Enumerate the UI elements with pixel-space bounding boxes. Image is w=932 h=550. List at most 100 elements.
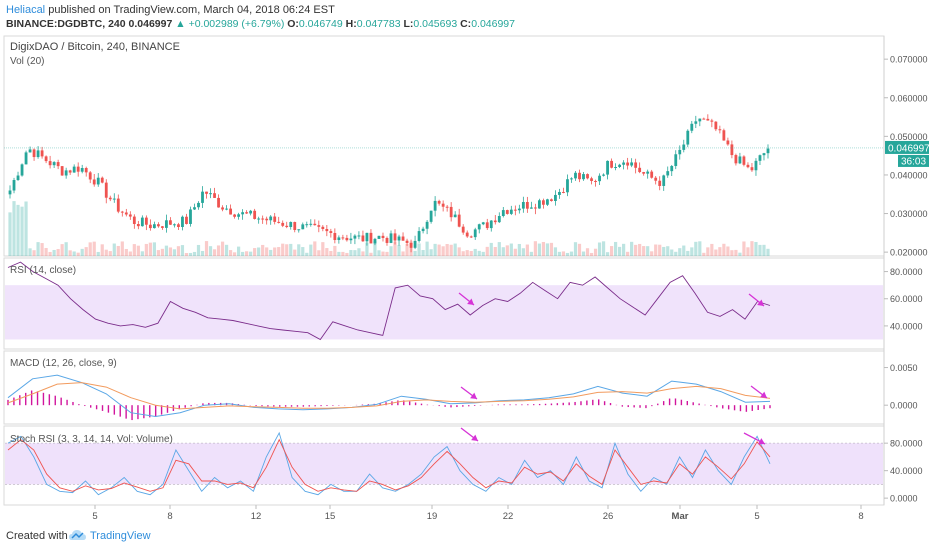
- volume-bar-74: [305, 252, 309, 256]
- candle-body-178: [722, 130, 726, 141]
- volume-bar-29: [124, 248, 128, 256]
- candle-body-129: [525, 201, 529, 209]
- candle-body-151: [614, 166, 617, 168]
- stoch-tick-label-1: 40.0000: [890, 466, 923, 476]
- tradingview-link[interactable]: TradingView: [90, 530, 151, 542]
- volume-bar-18: [80, 248, 84, 256]
- stoch-k-line: [7, 431, 771, 496]
- volume-bar-129: [525, 244, 529, 256]
- candle-body-147: [598, 175, 601, 182]
- candle-body-6: [32, 149, 36, 158]
- candle-body-32: [136, 224, 140, 227]
- candle-body-64: [265, 218, 269, 221]
- volume-bar-181: [734, 249, 738, 256]
- candle-body-108: [441, 203, 445, 207]
- candle-body-31: [132, 216, 136, 225]
- volume-bar-89: [365, 242, 369, 256]
- volume-bar-41: [172, 249, 177, 256]
- candle-body-55: [229, 208, 232, 215]
- candle-body-166: [674, 154, 678, 167]
- volume-bar-64: [265, 247, 269, 256]
- volume-bar-53: [220, 241, 225, 256]
- volume-bar-122: [497, 242, 501, 256]
- price-axis: 0.070000 0.060000 0.050000 0.040000 0.030000…: [5, 55, 928, 504]
- volume-bar-69: [285, 244, 289, 256]
- candle-body-11: [52, 162, 56, 166]
- volume-bar-171: [694, 241, 698, 256]
- candle-body-130: [529, 207, 533, 209]
- volume-bar-114: [465, 250, 469, 256]
- candle-body-69: [285, 225, 289, 228]
- candle-body-123: [501, 210, 505, 216]
- volume-bar-62: [257, 247, 261, 256]
- candle-body-171: [694, 121, 698, 124]
- candle-body-65: [269, 216, 273, 221]
- candle-body-80: [329, 231, 333, 233]
- volume-bar-152: [618, 246, 622, 256]
- volume-bar-182: [738, 252, 742, 256]
- candle-body-19: [84, 167, 88, 173]
- volume-bar-162: [658, 244, 662, 256]
- candle-body-124: [505, 210, 509, 214]
- candle-body-20: [88, 172, 92, 180]
- author-link[interactable]: Heliacal: [6, 4, 46, 16]
- candle-body-51: [213, 193, 216, 198]
- candle-body-177: [718, 129, 722, 131]
- candle-body-157: [638, 167, 642, 173]
- volume-bar-161: [654, 244, 658, 256]
- volume-bar-9: [44, 247, 48, 256]
- candle-body-120: [489, 220, 493, 229]
- candle-body-41: [173, 224, 176, 226]
- candle-body-155: [630, 162, 634, 166]
- volume-bar-175: [710, 243, 714, 256]
- candle-body-21: [92, 179, 96, 185]
- candle-body-135: [550, 199, 553, 201]
- volume-bar-40: [168, 247, 173, 256]
- volume-bar-183: [742, 241, 746, 256]
- candle-body-90: [369, 232, 373, 244]
- stoch-d-line: [7, 438, 771, 492]
- volume-bar-75: [309, 244, 313, 256]
- volume-bar-134: [545, 243, 550, 256]
- candle-body-24: [104, 182, 108, 198]
- volume-bar-42: [176, 246, 181, 256]
- price-value: 0.046997: [128, 18, 173, 30]
- volume-bar-55: [228, 250, 233, 256]
- volume-bar-28: [120, 241, 124, 256]
- candle-body-153: [622, 162, 626, 165]
- close-value: 0.046997: [471, 18, 515, 30]
- volume-bar-137: [557, 251, 562, 256]
- candle-body-183: [742, 156, 746, 165]
- candle-body-158: [642, 172, 646, 174]
- candle-body-36: [152, 224, 156, 229]
- candle-body-181: [734, 155, 738, 164]
- candle-body-94: [385, 237, 389, 243]
- candle-body-169: [686, 130, 690, 145]
- time-tick-label-5: 22: [503, 511, 514, 522]
- candle-body-70: [289, 222, 293, 228]
- volume-bar-108: [441, 246, 445, 256]
- candle-body-148: [602, 174, 605, 176]
- volume-bar-172: [698, 241, 702, 256]
- candle-body-107: [437, 200, 441, 204]
- candle-body-34: [144, 217, 148, 225]
- volume-bar-140: [569, 251, 574, 256]
- volume-bar-178: [722, 243, 726, 256]
- volume-bar-33: [140, 251, 144, 256]
- time-tick-label-4: 19: [427, 511, 438, 522]
- candle-body-33: [140, 217, 144, 227]
- volume-bar-184: [746, 247, 750, 256]
- volume-bar-187: [758, 244, 762, 256]
- volume-bar-150: [609, 246, 614, 256]
- volume-bar-90: [369, 252, 373, 256]
- volume-bar-71: [293, 249, 297, 256]
- created-with-text: Created with: [6, 530, 68, 542]
- candle-body-12: [56, 162, 60, 167]
- volume-bar-12: [56, 249, 60, 256]
- volume-bar-7: [36, 242, 40, 256]
- chart-area[interactable]: 0.070000 0.060000 0.050000 0.040000 0.030000…: [0, 30, 932, 522]
- volume-bar-99: [405, 243, 409, 256]
- volume-bar-72: [297, 244, 301, 256]
- candle-body-7: [36, 150, 40, 158]
- candle-body-40: [169, 220, 172, 225]
